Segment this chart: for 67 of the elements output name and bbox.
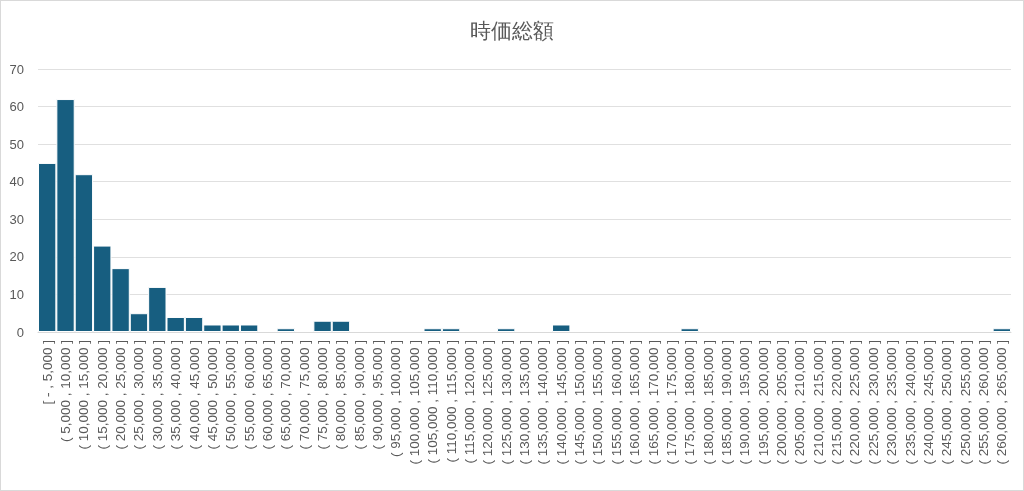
bar [496, 328, 516, 332]
x-tick-label: ( 220,000 , 225,000 ] [847, 340, 863, 465]
y-tick-label: 70 [9, 61, 24, 77]
x-tick-label: ( 90,000 , 95,000 ] [370, 340, 386, 450]
y-tick-label: 10 [9, 286, 24, 302]
x-tick-label: ( 115,000 , 120,000 ] [461, 340, 477, 464]
x-tick-label: ( 230,000 , 235,000 ] [884, 340, 900, 465]
x-tick-label: ( 130,000 , 135,000 ] [517, 340, 532, 465]
x-tick-label: ( 240,000 , 245,000 ] [920, 340, 936, 465]
bar [992, 328, 1011, 332]
x-tick-label: ( 165,000 , 170,000 ] [645, 340, 661, 465]
x-tick-label: ( 185,000 , 190,000 ] [718, 340, 734, 465]
x-tick-label: ( 105,000 , 110,000 ] [425, 340, 441, 464]
x-tick-label: ( 45,000 , 50,000 ] [204, 340, 220, 450]
x-tick-label: ( 205,000 , 210,000 ] [792, 340, 808, 465]
x-tick-label: ( 160,000 , 165,000 ] [627, 340, 643, 465]
bar [552, 324, 571, 332]
x-tick-label: ( 245,000 , 250,000 ] [939, 340, 955, 465]
x-tick-label: ( 120,000 , 125,000 ] [480, 340, 496, 465]
x-tick-label: ( 60,000 , 65,000 ] [259, 340, 275, 450]
x-tick-label: ( 210,000 , 215,000 ] [810, 340, 826, 465]
x-tick-label: ( 235,000 , 240,000 ] [902, 340, 918, 465]
x-tick-label: ( 215,000 , 220,000 ] [829, 340, 845, 465]
x-tick-label: ( 225,000 , 230,000 ] [865, 340, 881, 465]
x-tick-label: ( 135,000 , 140,000 ] [535, 340, 551, 465]
chart-title: 時価総額 [470, 19, 554, 42]
x-tick-label: ( 170,000 , 175,000 ] [663, 340, 679, 465]
x-tick-label: ( 80,000 , 85,000 ] [333, 340, 349, 450]
x-tick-label: ( 260,000 , 265,000 ] [994, 340, 1010, 465]
x-tick-label: ( 15,000 , 20,000 ] [94, 340, 110, 450]
x-tick-label: [ - , 5,000 ] [39, 340, 55, 405]
x-tick-label: ( 255,000 , 260,000 ] [975, 340, 991, 465]
x-tick-label: ( 25,000 , 30,000 ] [131, 340, 147, 450]
x-tick-label: ( 195,000 , 200,000 ] [755, 340, 771, 465]
x-tick-label: ( 125,000 , 130,000 ] [498, 340, 514, 465]
x-tick-label: ( 85,000 , 90,000 ] [351, 340, 367, 450]
x-tick-label: ( 110,000 , 115,000 ] [443, 340, 459, 463]
x-tick-label: ( 155,000 , 160,000 ] [608, 340, 624, 465]
x-tick-label: ( 30,000 , 35,000 ] [149, 340, 165, 450]
y-tick-label: 20 [9, 249, 24, 265]
x-tick-label: ( 100,000 , 105,000 ] [406, 340, 422, 465]
y-tick-label: 60 [9, 99, 24, 115]
y-tick-label: 40 [9, 174, 24, 190]
y-tick-label: 30 [9, 211, 24, 227]
x-tick-label: ( 200,000 , 205,000 ] [774, 340, 790, 465]
x-tick-label: ( 140,000 , 145,000 ] [553, 340, 569, 465]
x-tick-label: ( 180,000 , 185,000 ] [700, 340, 716, 465]
y-tick-label: 0 [16, 324, 24, 340]
x-tick-label: ( 175,000 , 180,000 ] [682, 340, 698, 465]
x-tick-label: ( 10,000 , 15,000 ] [76, 340, 92, 450]
x-tick-label: ( 35,000 , 40,000 ] [168, 340, 184, 450]
x-tick-label: ( 55,000 , 60,000 ] [241, 340, 257, 450]
x-tick-label: ( 95,000 , 100,000 ] [388, 340, 404, 458]
x-tick-label: ( 50,000 , 55,000 ] [223, 340, 239, 450]
x-tick-label: ( 70,000 , 75,000 ] [296, 340, 312, 450]
bar [276, 328, 296, 332]
x-tick-label: ( 145,000 , 150,000 ] [572, 340, 588, 465]
y-tick-label: 50 [9, 136, 24, 152]
x-tick-label: ( 40,000 , 45,000 ] [186, 340, 202, 450]
x-tick-label: ( 65,000 , 70,000 ] [278, 340, 294, 450]
x-tick-label: ( 150,000 , 155,000 ] [590, 340, 606, 465]
bar [680, 328, 699, 332]
x-tick-label: ( 20,000 , 25,000 ] [113, 340, 129, 450]
x-tick-label: ( 250,000 , 255,000 ] [957, 340, 973, 465]
x-tick-label: ( 5,000 , 10,000 ] [58, 340, 74, 443]
x-tick-label: ( 190,000 , 195,000 ] [737, 340, 753, 465]
x-tick-label: ( 75,000 , 80,000 ] [315, 340, 331, 450]
